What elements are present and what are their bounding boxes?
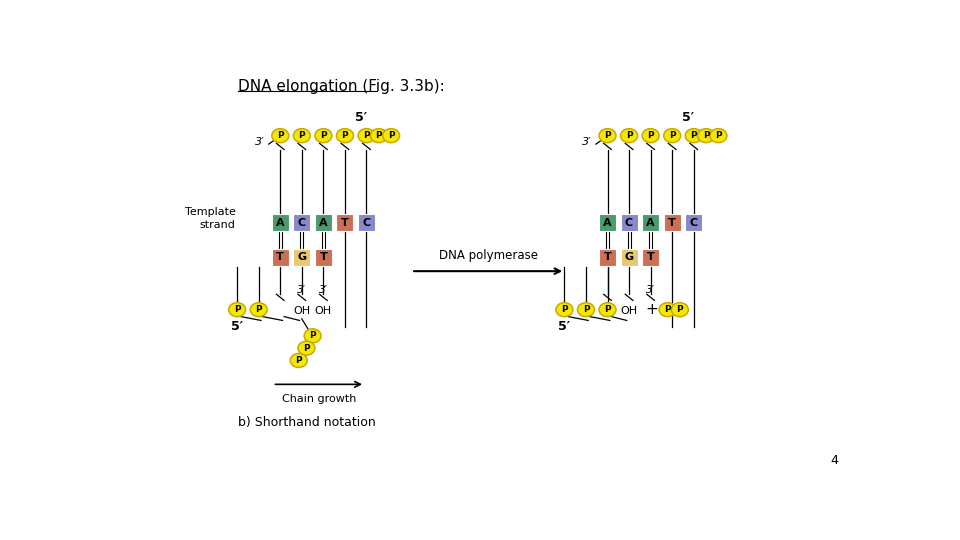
Text: C: C [689, 218, 698, 228]
Ellipse shape [599, 129, 616, 143]
Ellipse shape [251, 303, 267, 316]
Text: G: G [625, 252, 634, 262]
Text: P: P [342, 131, 348, 140]
Text: 5′: 5′ [355, 111, 367, 124]
Ellipse shape [660, 303, 676, 316]
Text: P: P [626, 131, 633, 140]
FancyBboxPatch shape [620, 249, 637, 266]
Text: OH: OH [293, 306, 310, 316]
Text: P: P [690, 131, 697, 140]
Text: b) Shorthand notation: b) Shorthand notation [238, 416, 375, 429]
Text: 3′: 3′ [255, 137, 265, 147]
Ellipse shape [620, 129, 637, 143]
Text: P: P [561, 305, 567, 314]
FancyBboxPatch shape [294, 214, 310, 231]
Ellipse shape [298, 341, 315, 355]
Text: T: T [320, 252, 327, 262]
Text: 5′: 5′ [683, 111, 694, 124]
Text: T: T [276, 252, 284, 262]
Ellipse shape [709, 129, 727, 143]
Text: Chain growth: Chain growth [281, 394, 356, 403]
Text: OH: OH [620, 306, 637, 316]
Text: 3′: 3′ [583, 137, 592, 147]
Text: P: P [583, 305, 589, 314]
Text: 3′: 3′ [298, 286, 306, 295]
Text: OH: OH [315, 306, 332, 316]
Text: A: A [646, 218, 655, 228]
FancyBboxPatch shape [315, 214, 332, 231]
Text: 5′: 5′ [231, 320, 243, 333]
Ellipse shape [358, 129, 375, 143]
FancyBboxPatch shape [599, 214, 616, 231]
Text: P: P [255, 305, 262, 314]
Text: P: P [669, 131, 676, 140]
Text: T: T [604, 252, 612, 262]
Text: A: A [319, 218, 327, 228]
Ellipse shape [685, 129, 702, 143]
Text: P: P [375, 131, 382, 140]
FancyBboxPatch shape [599, 249, 616, 266]
Text: P: P [604, 131, 611, 140]
Text: C: C [363, 218, 371, 228]
Ellipse shape [698, 129, 714, 143]
Text: P: P [715, 131, 722, 140]
Text: 4: 4 [830, 454, 838, 467]
FancyBboxPatch shape [336, 214, 353, 231]
Ellipse shape [228, 303, 246, 316]
Text: P: P [309, 332, 316, 340]
Text: P: P [276, 131, 283, 140]
Ellipse shape [642, 129, 660, 143]
Ellipse shape [371, 129, 387, 143]
Text: P: P [703, 131, 709, 140]
Text: A: A [276, 218, 284, 228]
Text: P: P [303, 343, 310, 353]
Text: P: P [320, 131, 326, 140]
Text: T: T [647, 252, 655, 262]
Text: T: T [341, 218, 348, 228]
FancyBboxPatch shape [294, 249, 310, 266]
FancyBboxPatch shape [642, 249, 660, 266]
FancyBboxPatch shape [685, 214, 702, 231]
Text: P: P [664, 305, 671, 314]
Ellipse shape [304, 329, 321, 343]
Text: C: C [298, 218, 306, 228]
Text: P: P [647, 131, 654, 140]
Text: 5′: 5′ [559, 320, 570, 333]
Text: +: + [646, 302, 659, 317]
FancyBboxPatch shape [315, 249, 332, 266]
FancyBboxPatch shape [620, 214, 637, 231]
FancyBboxPatch shape [358, 214, 375, 231]
Ellipse shape [663, 129, 681, 143]
Ellipse shape [578, 303, 594, 316]
Ellipse shape [671, 303, 688, 316]
FancyBboxPatch shape [272, 214, 289, 231]
FancyBboxPatch shape [663, 214, 681, 231]
Text: P: P [604, 305, 611, 314]
Ellipse shape [336, 129, 353, 143]
Text: A: A [603, 218, 612, 228]
Ellipse shape [272, 129, 289, 143]
Ellipse shape [315, 129, 332, 143]
Text: DNA polymerase: DNA polymerase [439, 249, 538, 262]
FancyBboxPatch shape [642, 214, 660, 231]
Text: P: P [363, 131, 370, 140]
Ellipse shape [294, 129, 310, 143]
Text: DNA elongation (Fig. 3.3b):: DNA elongation (Fig. 3.3b): [238, 79, 444, 94]
Text: P: P [677, 305, 684, 314]
Ellipse shape [383, 129, 399, 143]
Text: P: P [234, 305, 240, 314]
Text: 3′: 3′ [646, 286, 655, 295]
Text: P: P [299, 131, 305, 140]
Ellipse shape [290, 354, 307, 367]
Text: Template
strand: Template strand [184, 207, 235, 231]
Text: P: P [296, 356, 302, 365]
Text: G: G [298, 252, 306, 262]
Ellipse shape [556, 303, 573, 316]
Text: P: P [388, 131, 395, 140]
Text: T: T [668, 218, 676, 228]
Ellipse shape [599, 303, 616, 316]
FancyBboxPatch shape [272, 249, 289, 266]
Text: 3′: 3′ [319, 286, 328, 295]
Text: C: C [625, 218, 634, 228]
